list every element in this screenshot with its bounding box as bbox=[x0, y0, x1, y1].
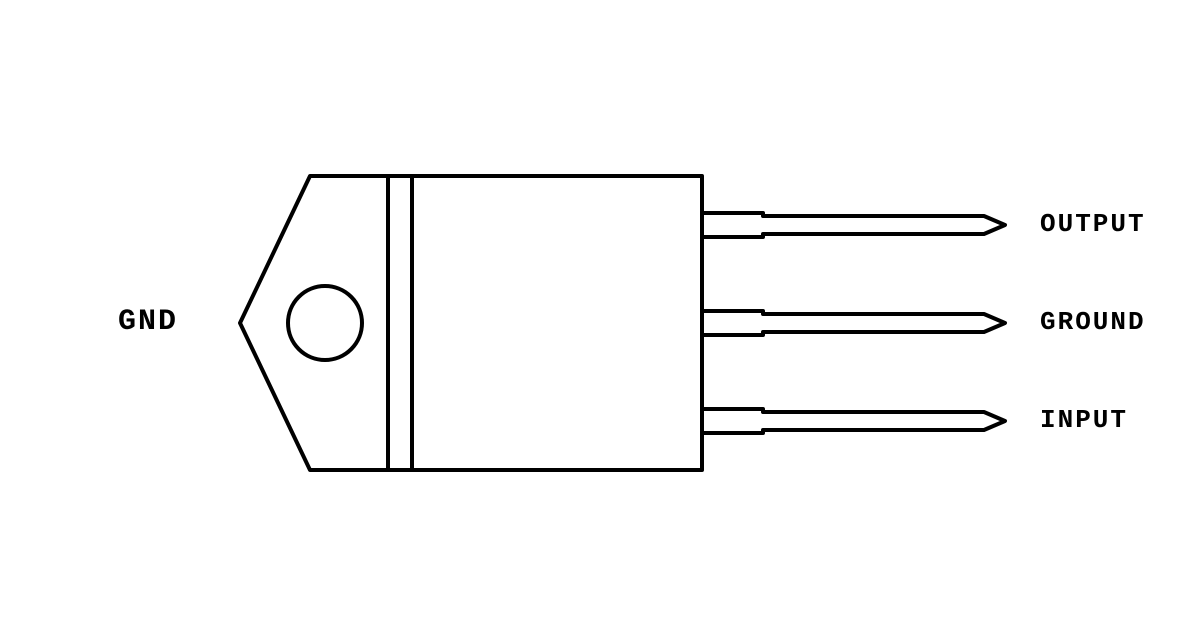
package-outline bbox=[240, 176, 702, 470]
pin-ground bbox=[702, 311, 1005, 335]
pin-input bbox=[702, 409, 1005, 433]
pin-label-output: OUTPUT bbox=[1040, 209, 1146, 239]
pin-label-input: INPUT bbox=[1040, 405, 1128, 435]
tab-label: GND bbox=[118, 305, 178, 339]
pinout-diagram bbox=[0, 0, 1200, 630]
pin-output bbox=[702, 213, 1005, 237]
pin-label-ground: GROUND bbox=[1040, 307, 1146, 337]
mounting-hole bbox=[288, 286, 362, 360]
